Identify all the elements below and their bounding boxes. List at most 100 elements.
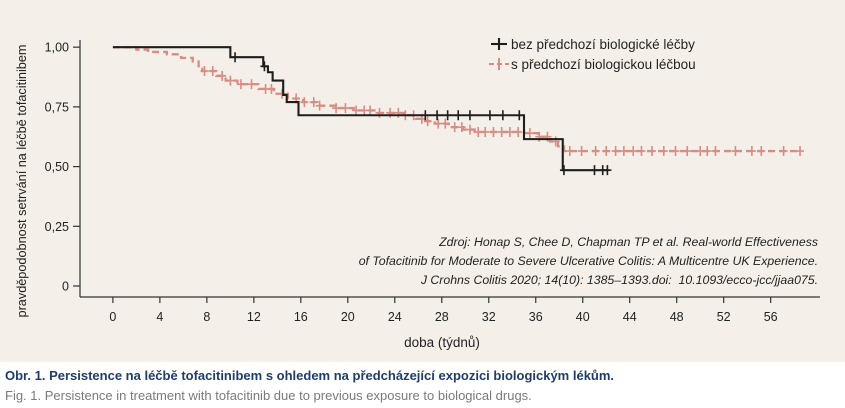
censor-mark <box>226 75 235 86</box>
x-tick-label: 28 <box>435 310 449 324</box>
y-tick-label: 0 <box>62 280 69 294</box>
censor-mark <box>683 146 692 157</box>
censor-mark <box>394 107 403 118</box>
censor-mark <box>505 126 514 137</box>
legend-item-with-prior-biologic: s předchozí biologickou léčbou <box>489 57 696 72</box>
axes <box>79 40 820 298</box>
x-tick-label: 36 <box>529 310 543 324</box>
censor-mark <box>498 110 507 121</box>
source-note-line: J Crohns Colitis 2020; 14(10): 1385–1393… <box>420 273 818 287</box>
y-tick-label: 0,50 <box>45 160 69 174</box>
censor-mark <box>703 146 712 157</box>
censor-mark <box>603 165 612 176</box>
censor-mark <box>497 126 506 137</box>
censor-mark <box>565 146 574 157</box>
survival-curves <box>112 46 805 176</box>
censor-mark <box>465 124 474 135</box>
censor-mark <box>485 110 494 121</box>
censor-mark <box>757 146 766 157</box>
censor-marks-without-prior-biologic <box>231 52 612 176</box>
series-with-prior-biologic <box>112 46 805 157</box>
censor-mark <box>659 146 668 157</box>
censor-mark <box>637 146 646 157</box>
censor-mark <box>454 110 463 121</box>
source-note-line: Zdroj: Honap S, Chee D, Chapman TP et al… <box>438 235 818 249</box>
censor-mark <box>200 66 209 77</box>
series-without-prior-biologic <box>112 46 612 176</box>
censor-mark <box>433 110 442 121</box>
censor-mark <box>421 110 430 121</box>
censor-mark <box>278 88 287 99</box>
censor-mark <box>711 146 720 157</box>
censor-mark <box>629 146 638 157</box>
censor-mark <box>489 126 498 137</box>
source-note: Zdroj: Honap S, Chee D, Chapman TP et al… <box>359 235 818 287</box>
censor-mark <box>366 105 375 116</box>
x-tick-label: 56 <box>764 310 778 324</box>
censor-mark <box>386 107 395 118</box>
censor-mark <box>577 146 586 157</box>
x-tick-label: 16 <box>294 310 308 324</box>
censor-mark <box>648 146 657 157</box>
censor-mark <box>602 146 611 157</box>
censor-mark <box>309 97 318 108</box>
censor-mark <box>247 79 256 90</box>
censor-mark <box>208 66 217 77</box>
censor-mark <box>236 79 245 90</box>
censor-mark <box>747 146 756 157</box>
x-tick-label: 12 <box>247 310 261 324</box>
censor-mark <box>590 165 599 176</box>
y-tick-label: 1,00 <box>45 41 69 55</box>
censor-mark <box>559 165 568 176</box>
figure-caption-english: Fig. 1. Persistence in treatment with to… <box>5 388 532 403</box>
censor-mark <box>611 146 620 157</box>
x-tick-label: 32 <box>482 310 496 324</box>
censor-mark <box>260 61 269 72</box>
censor-mark <box>267 83 276 94</box>
y-tick-label: 0,75 <box>45 100 69 114</box>
censor-mark <box>514 126 523 137</box>
censor-marks-with-prior-biologic <box>200 66 805 157</box>
censor-mark <box>332 103 341 114</box>
legend: bez předchozí biologické léčby s předcho… <box>489 37 696 72</box>
censor-mark <box>731 146 740 157</box>
x-tick-label: 24 <box>388 310 402 324</box>
censor-mark <box>375 107 384 118</box>
censor-mark <box>231 52 240 63</box>
legend-item-without-prior-biologic: bez předchozí biologické léčby <box>491 37 695 52</box>
legend-label: s předchozí biologickou léčbou <box>511 57 696 72</box>
axis-ticks: 0 4 8 12 16 20 24 28 32 36 40 44 48 52 5600,250,500,75… <box>45 41 778 324</box>
x-tick-label: 4 <box>156 310 163 324</box>
censor-mark <box>619 146 628 157</box>
x-tick-label: 20 <box>341 310 355 324</box>
censor-mark <box>441 118 450 129</box>
censor-mark <box>525 128 534 139</box>
y-tick-label: 0,25 <box>45 220 69 234</box>
censor-mark <box>591 146 600 157</box>
x-tick-label: 40 <box>576 310 590 324</box>
censor-mark <box>457 122 466 133</box>
censor-mark <box>671 146 680 157</box>
source-note-line: of Tofacitinib for Moderate to Severe Ul… <box>359 254 818 268</box>
figure-panel: 0 4 8 12 16 20 24 28 32 36 40 44 48 52 56 0 0,25 0,50 0,75… <box>0 0 845 362</box>
censor-mark <box>481 126 490 137</box>
x-tick-label: 8 <box>203 310 210 324</box>
censor-mark <box>443 110 452 121</box>
censor-mark <box>341 103 350 114</box>
censor-mark <box>515 110 524 121</box>
censor-mark <box>434 118 443 129</box>
x-tick-label: 0 <box>109 310 116 324</box>
x-axis-title: doba (týdnů) <box>404 335 480 350</box>
series-line-without-prior-biologic <box>112 46 609 172</box>
censor-mark <box>450 122 459 133</box>
kaplan-meier-chart: 0 4 8 12 16 20 24 28 32 36 40 44 48 52 5600,250,500,75… <box>15 37 820 350</box>
censor-mark <box>696 146 705 157</box>
censor-mark <box>465 110 474 121</box>
censor-mark <box>796 146 805 157</box>
x-tick-label: 48 <box>670 310 684 324</box>
x-tick-label: 44 <box>623 310 637 324</box>
figure-caption-czech: Obr. 1. Persistence na léčbě tofacitinib… <box>5 368 615 383</box>
censor-mark <box>423 116 432 127</box>
series-line-with-prior-biologic <box>112 46 802 153</box>
censor-mark <box>218 70 227 81</box>
